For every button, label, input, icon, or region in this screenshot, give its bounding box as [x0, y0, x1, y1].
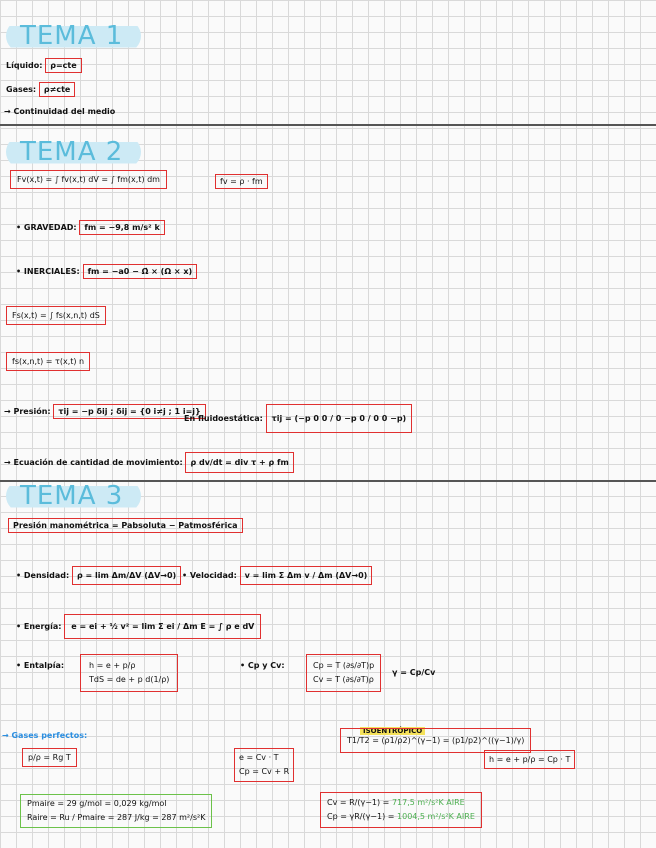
aire-line1: Pmaire = 29 g/mol = 0,029 kg/mol: [27, 799, 167, 808]
gravedad-row: • GRAVEDAD: fm = −9,8 m/s² k: [16, 220, 165, 235]
inerciales-row: • INERCIALES: fm = −a0 − Ω̇ × (Ω × x): [16, 264, 198, 279]
cp-aire-tag: AIRE: [456, 812, 475, 821]
cpcv-box: Cp = T (∂s/∂T)p Cv = T (∂s/∂T)ρ: [306, 654, 382, 692]
aire-constants-box: Pmaire = 29 g/mol = 0,029 kg/mol Raire =…: [20, 794, 213, 828]
gamma-text: γ = Cp/Cv: [392, 668, 436, 677]
liquido-label: Líquido: ρ=cte: [6, 58, 82, 73]
section-divider-1: [0, 124, 656, 126]
fluidoestatica-row: En fluidoestática: τij = (−p 0 0 / 0 −p …: [184, 404, 413, 433]
fv-integral-box: Fv(x,t) = ∫ fv(x,t) dV = ∫ fm(x,t) dm: [10, 170, 167, 189]
densidad-row: • Densidad: ρ = lim Δm/ΔV (ΔV→0): [16, 566, 182, 585]
cv-cp-values-box: Cv = R/(γ−1) = 717,5 m²/s²K AIRE Cp = γR…: [320, 792, 482, 828]
isentropico-box: T1/T2 = (ρ1/ρ2)^(γ−1) = (p1/p2)^((γ−1)/γ…: [340, 728, 532, 753]
cv-line: Cv = T (∂s/∂T)ρ: [313, 675, 374, 684]
cv-value-pre: Cv = R/(γ−1) =: [327, 798, 390, 807]
cp-line: Cp = T (∂s/∂T)p: [313, 661, 375, 670]
fv-density-box: fv = ρ · fm: [215, 174, 268, 189]
fluido-label: En fluidoestática:: [184, 414, 263, 423]
tema3-title: TEMA 3: [6, 480, 142, 512]
inerciales-label: • INERCIALES:: [16, 267, 80, 276]
velocidad-box: v = lim Σ Δm v / Δm (ΔV→0): [239, 566, 373, 585]
gases-box: ρ≠cte: [38, 82, 76, 97]
densidad-box: ρ = lim Δm/ΔV (ΔV→0): [72, 566, 182, 585]
energia-label: • Energía:: [16, 622, 62, 631]
fs-integral-box: Fs(x,t) = ∫ fs(x,n,t) dS: [6, 306, 106, 325]
gravedad-label: • GRAVEDAD:: [16, 223, 77, 232]
entalpia-line1: h = e + p/ρ: [89, 661, 136, 670]
ecuacion-label: → Ecuación de cantidad de movimiento:: [4, 458, 183, 467]
entalpia-line2: TdS = de + p d(1/ρ): [89, 675, 170, 684]
cv-value-row: Cv = R/(γ−1) = 717,5 m²/s²K AIRE: [327, 796, 475, 810]
densidad-label: • Densidad:: [16, 571, 70, 580]
energia-box: e = ei + ½ v² = lim Σ ei / Δm E = ∫ ρ e …: [64, 614, 262, 639]
section-divider-2: [0, 480, 656, 482]
velocidad-row: • Velocidad: v = lim Σ Δm v / Δm (ΔV→0): [182, 566, 373, 585]
fs-stress-box: fs(x,n,t) = τ(x,t) n: [6, 352, 91, 371]
ecuacion-row: → Ecuación de cantidad de movimiento: ρ …: [4, 452, 294, 473]
gravedad-box: fm = −9,8 m/s² k: [79, 220, 165, 235]
aire-line2: Raire = Ru / Pmaire = 287 J/kg = 287 m²/…: [27, 813, 206, 822]
cp-value-pre: Cp = γR/(γ−1) =: [327, 812, 395, 821]
entalpia-cp-box: h = e + p/ρ = Cp · T: [484, 750, 576, 769]
isentropico-tag: ISOENTRÓPICO: [360, 718, 426, 737]
continuidad-text: → Continuidad del medio: [4, 107, 116, 116]
gases-label: Gases: ρ≠cte: [6, 82, 76, 97]
ecv-line2: Cp = Cv + R: [239, 767, 290, 776]
fluido-box: τij = (−p 0 0 / 0 −p 0 / 0 0 −p): [265, 404, 413, 433]
presion-manometrica-box: Presión manométrica = Pabsoluta − Patmos…: [8, 518, 243, 533]
gases-perfectos-label: → Gases perfectos:: [2, 731, 88, 740]
tema2-title: TEMA 2: [6, 136, 142, 168]
cv-aire-tag: AIRE: [446, 798, 465, 807]
ecuacion-box: ρ dv/dt = div τ + ρ fm: [185, 452, 294, 473]
energia-row: • Energía: e = ei + ½ v² = lim Σ ei / Δm…: [16, 614, 262, 639]
cp-value: 1004,5 m²/s²K: [397, 812, 454, 821]
presion-row: → Presión: τij = −p δij ; δij = {0 i≠j ;…: [4, 404, 206, 419]
velocidad-label: • Velocidad:: [182, 571, 237, 580]
presion-label: → Presión:: [4, 407, 51, 416]
gas-ideal-box: p/ρ = Rg T: [22, 748, 77, 767]
cpcv-label: • Cp y Cv:: [240, 661, 285, 670]
gases-text: Gases:: [6, 85, 37, 94]
energia-interna-box: e = Cv · T Cp = Cv + R: [234, 748, 295, 782]
entalpia-box: h = e + p/ρ TdS = de + p d(1/ρ): [80, 654, 179, 692]
cv-value: 717,5 m²/s²K: [391, 798, 444, 807]
isentropico-tag-text: ISOENTRÓPICO: [360, 727, 426, 735]
ecv-line1: e = Cv · T: [239, 753, 279, 762]
cp-value-row: Cp = γR/(γ−1) = 1004,5 m²/s²K AIRE: [327, 810, 475, 824]
liquido-box: ρ=cte: [45, 58, 82, 73]
inerciales-box: fm = −a0 − Ω̇ × (Ω × x): [82, 264, 198, 279]
entalpia-label: • Entalpía:: [16, 661, 65, 670]
presion-box: τij = −p δij ; δij = {0 i≠j ; 1 i=j}: [53, 404, 206, 419]
tema1-title: TEMA 1: [6, 20, 142, 52]
liquido-text: Líquido:: [6, 61, 43, 70]
